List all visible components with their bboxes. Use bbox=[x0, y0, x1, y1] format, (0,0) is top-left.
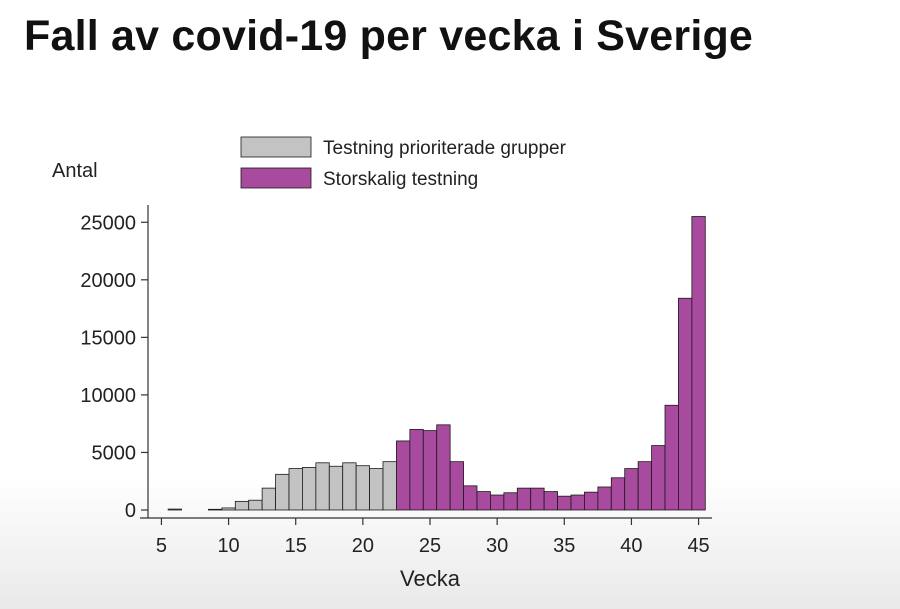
bar-week-22 bbox=[382, 461, 397, 511]
x-tick-label: 10 bbox=[217, 535, 239, 557]
x-tick-label: 45 bbox=[687, 535, 709, 557]
bar-week-6 bbox=[167, 508, 182, 511]
bar-week-10 bbox=[221, 507, 236, 511]
bar-week-21 bbox=[369, 468, 384, 511]
x-tick-label: 5 bbox=[156, 535, 167, 557]
bar-week-11 bbox=[234, 500, 250, 511]
page-title: Fall av covid-19 per vecka i Sverige bbox=[24, 12, 754, 60]
y-tick-label: 20000 bbox=[80, 270, 136, 292]
y-tick-label: 5000 bbox=[92, 442, 137, 464]
bar-week-12 bbox=[248, 499, 263, 511]
bar-week-34 bbox=[543, 491, 558, 511]
x-tick-label: 20 bbox=[352, 535, 374, 557]
bar-week-41 bbox=[637, 461, 652, 511]
bar-week-9 bbox=[208, 508, 223, 511]
x-tick-label: 35 bbox=[553, 535, 575, 557]
bar-week-38 bbox=[597, 486, 612, 511]
bar-week-44 bbox=[678, 297, 693, 511]
bar-week-15 bbox=[288, 468, 303, 511]
bar-week-18 bbox=[328, 465, 344, 511]
bar-week-19 bbox=[342, 462, 357, 511]
bar-week-39 bbox=[610, 477, 626, 511]
axes: 0 5000 10000 15000 20000 25000 5 10 15 20 25 30 35 40… bbox=[80, 205, 712, 557]
x-tick-label: 15 bbox=[285, 535, 307, 557]
bar-week-45 bbox=[691, 216, 706, 511]
bar-week-28 bbox=[463, 485, 478, 511]
bar-week-20 bbox=[355, 465, 370, 511]
legend-swatch bbox=[240, 136, 312, 158]
bar-week-36 bbox=[570, 494, 585, 511]
y-axis-label: Antal bbox=[52, 160, 98, 182]
bar-week-26 bbox=[436, 424, 451, 511]
x-tick-label: 40 bbox=[620, 535, 642, 557]
y-tick-label: 15000 bbox=[80, 327, 136, 349]
bar-week-13 bbox=[261, 487, 276, 511]
x-axis-label: Vecka bbox=[400, 566, 461, 591]
bar-week-17 bbox=[315, 462, 330, 511]
bar-week-27 bbox=[449, 461, 464, 511]
legend-label: Storskalig testning bbox=[323, 169, 478, 190]
x-tick-label: 25 bbox=[419, 535, 441, 557]
bar-week-42 bbox=[651, 445, 666, 511]
bar-week-23 bbox=[396, 440, 411, 511]
bar-week-43 bbox=[664, 404, 679, 511]
bar-week-16 bbox=[302, 467, 317, 511]
bar-week-30 bbox=[490, 494, 505, 511]
legend-label: Testning prioriterade grupper bbox=[323, 138, 567, 159]
bar-week-24 bbox=[409, 429, 424, 511]
y-tick-label: 10000 bbox=[80, 385, 136, 407]
bar-week-14 bbox=[275, 473, 290, 511]
bars bbox=[167, 216, 706, 511]
y-tick-label: 25000 bbox=[80, 212, 136, 234]
bar-week-33 bbox=[530, 487, 545, 511]
y-tick-label: 0 bbox=[125, 500, 136, 522]
legend-swatch bbox=[240, 167, 312, 189]
bar-week-37 bbox=[584, 491, 599, 511]
bar-week-40 bbox=[624, 468, 639, 511]
x-tick-label: 30 bbox=[486, 535, 508, 557]
legend: Testning prioriterade grupper Storskalig … bbox=[240, 136, 567, 190]
bar-week-32 bbox=[516, 487, 532, 511]
bar-week-35 bbox=[557, 495, 572, 511]
bar-week-25 bbox=[422, 430, 438, 511]
bar-week-31 bbox=[503, 492, 518, 511]
bar-week-29 bbox=[476, 491, 491, 511]
